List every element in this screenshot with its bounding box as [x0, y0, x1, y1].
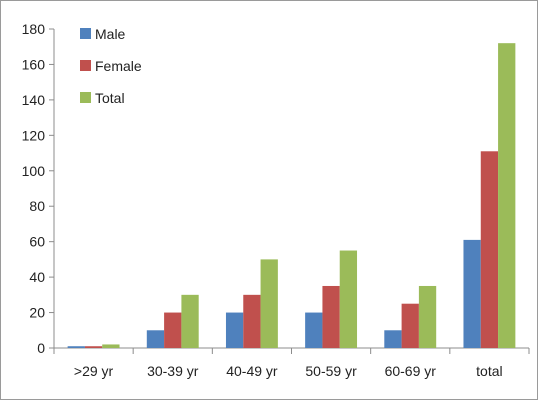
y-tick-label: 0 — [37, 340, 45, 356]
y-tick-label: 180 — [22, 21, 46, 37]
y-tick-label: 40 — [29, 269, 45, 285]
y-tick-label: 60 — [29, 234, 45, 250]
bar-male-3 — [225, 312, 244, 348]
bars — [67, 43, 516, 349]
x-tick-label: 40-49 yr — [226, 363, 278, 379]
y-axis: 0 20 40 60 80 100 120 140 160 180 — [22, 21, 55, 356]
bar-total-4 — [339, 250, 358, 348]
legend-swatch-total — [80, 92, 91, 103]
bar-male-4 — [305, 312, 323, 348]
bar-male-2 — [146, 330, 165, 348]
x-tick-label: >29 yr — [74, 363, 114, 379]
legend: Male Female Total — [80, 26, 142, 106]
bar-total-3 — [260, 259, 278, 348]
bar-total-6 — [498, 43, 516, 349]
x-tick-label: 60-69 yr — [385, 363, 437, 379]
legend-swatch-female — [80, 60, 91, 71]
legend-label-male: Male — [95, 26, 126, 42]
bar-female-5 — [401, 303, 419, 348]
y-tick-label: 120 — [22, 127, 46, 143]
bar-male-6 — [463, 239, 481, 348]
y-tick-label: 160 — [22, 56, 46, 72]
x-axis: >29 yr 30-39 yr 40-49 yr 50-59 yr 60-69 yr to… — [53, 347, 530, 379]
bar-total-1 — [102, 344, 120, 348]
bar-female-1 — [84, 346, 103, 348]
legend-label-female: Female — [95, 58, 142, 74]
bar-female-4 — [322, 285, 340, 348]
x-tick-label: 30-39 yr — [147, 363, 199, 379]
bar-male-1 — [67, 346, 85, 348]
legend-label-total: Total — [95, 90, 125, 106]
y-tick-label: 140 — [22, 92, 46, 108]
bar-female-6 — [480, 151, 499, 348]
y-tick-label: 20 — [29, 305, 45, 321]
legend-swatch-male — [80, 28, 91, 39]
bar-female-2 — [164, 312, 182, 348]
bar-female-3 — [243, 294, 261, 348]
y-tick-label: 100 — [22, 163, 46, 179]
bar-total-2 — [181, 294, 199, 348]
bar-total-5 — [418, 285, 437, 348]
x-tick-label: total — [476, 363, 502, 379]
x-tick-label: 50-59 yr — [305, 363, 357, 379]
y-tick-label: 80 — [29, 198, 45, 214]
bar-male-5 — [384, 330, 402, 348]
